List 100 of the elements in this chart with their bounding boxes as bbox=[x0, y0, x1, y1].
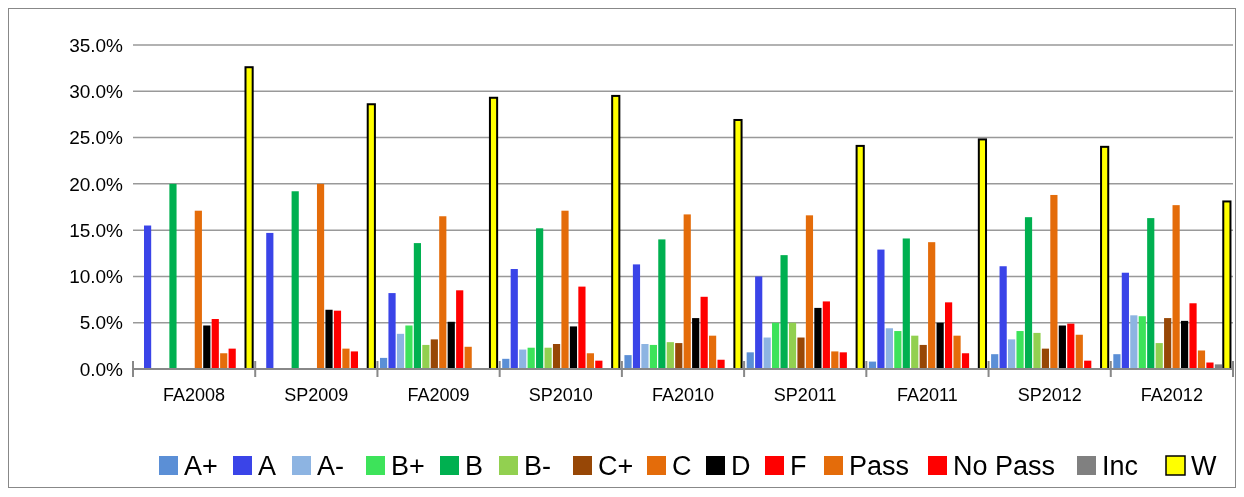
legend-label: A- bbox=[317, 451, 344, 482]
bar bbox=[1050, 194, 1058, 369]
bar bbox=[1147, 218, 1155, 369]
bar bbox=[422, 344, 430, 369]
legend-label: B bbox=[465, 451, 484, 482]
bar bbox=[977, 138, 988, 370]
bar bbox=[325, 309, 333, 369]
bar bbox=[632, 264, 641, 369]
x-tick-label: SP2009 bbox=[284, 385, 349, 405]
bar bbox=[1024, 217, 1033, 369]
bar bbox=[464, 346, 472, 369]
bar bbox=[1189, 303, 1197, 369]
bar bbox=[169, 183, 177, 369]
bar bbox=[578, 286, 586, 369]
bar bbox=[211, 319, 219, 369]
legend-label: Inc bbox=[1102, 451, 1139, 482]
bar bbox=[519, 349, 527, 369]
legend-label: W bbox=[1191, 451, 1217, 482]
bar bbox=[1172, 205, 1180, 369]
bar bbox=[641, 344, 649, 369]
bar bbox=[1121, 272, 1129, 369]
legend-label: C bbox=[672, 451, 692, 482]
bar bbox=[1041, 348, 1050, 369]
bar bbox=[203, 325, 211, 369]
bar bbox=[447, 321, 455, 369]
bar bbox=[839, 352, 847, 369]
bar bbox=[1100, 145, 1110, 370]
bar bbox=[413, 243, 421, 369]
bar bbox=[405, 325, 413, 369]
bar bbox=[797, 337, 805, 369]
bar bbox=[692, 318, 700, 369]
bar bbox=[928, 242, 936, 369]
bar bbox=[945, 302, 953, 369]
bar bbox=[388, 293, 396, 369]
bar bbox=[586, 353, 594, 369]
bar bbox=[194, 210, 202, 369]
y-tick-label: 0.0% bbox=[79, 358, 124, 380]
bar bbox=[316, 183, 325, 369]
bar bbox=[1155, 343, 1163, 369]
bar bbox=[911, 335, 919, 369]
legend-label: No Pass bbox=[953, 451, 1056, 482]
bar bbox=[1033, 332, 1041, 369]
bar bbox=[649, 344, 657, 369]
bar bbox=[1008, 339, 1016, 369]
bar bbox=[220, 353, 228, 369]
bar bbox=[780, 255, 788, 369]
y-tick-label: 15.0% bbox=[69, 219, 124, 241]
bar bbox=[919, 344, 927, 369]
bar bbox=[831, 351, 839, 369]
bar bbox=[733, 118, 743, 370]
x-tick-label: SP2011 bbox=[773, 385, 837, 405]
bar bbox=[552, 344, 561, 369]
bar bbox=[456, 290, 464, 369]
bar bbox=[885, 328, 893, 369]
bar bbox=[1138, 316, 1146, 369]
y-tick-label: 5.0% bbox=[79, 312, 124, 334]
bar bbox=[1058, 325, 1066, 369]
bar bbox=[1164, 318, 1172, 369]
bar bbox=[144, 225, 152, 369]
x-tick-label: FA2009 bbox=[407, 385, 470, 405]
bar bbox=[350, 351, 358, 369]
legend-label: F bbox=[790, 451, 807, 482]
bar bbox=[855, 144, 865, 370]
bar bbox=[666, 342, 674, 369]
y-tick-label: 10.0% bbox=[69, 266, 124, 288]
bar bbox=[902, 238, 910, 369]
x-tick-label: FA2008 bbox=[163, 385, 226, 405]
bar bbox=[510, 269, 518, 369]
bar bbox=[814, 307, 822, 369]
bar bbox=[1067, 323, 1075, 369]
bar bbox=[624, 355, 632, 369]
bar bbox=[291, 191, 299, 369]
y-tick-label: 35.0% bbox=[69, 34, 124, 56]
bar bbox=[746, 352, 754, 369]
legend-label: D bbox=[731, 451, 751, 482]
bar bbox=[1222, 200, 1232, 370]
bar bbox=[953, 335, 961, 369]
legend-label: B- bbox=[524, 451, 551, 482]
bar bbox=[1016, 331, 1024, 369]
bar bbox=[709, 335, 717, 369]
bar bbox=[1180, 320, 1189, 369]
bar bbox=[244, 66, 254, 370]
x-tick-label: SP2012 bbox=[1017, 385, 1082, 405]
bar bbox=[961, 353, 970, 369]
bar bbox=[611, 94, 621, 370]
bar bbox=[755, 276, 763, 369]
bar bbox=[658, 239, 666, 369]
bar bbox=[527, 347, 535, 369]
bar bbox=[717, 359, 725, 369]
bar bbox=[544, 347, 552, 369]
bar bbox=[936, 322, 944, 369]
legend-label: A+ bbox=[184, 451, 218, 482]
bar bbox=[877, 249, 885, 369]
bar bbox=[333, 310, 342, 369]
legend-label: C+ bbox=[598, 451, 634, 482]
y-tick-label: 30.0% bbox=[69, 80, 124, 102]
bar bbox=[763, 337, 771, 369]
y-tick-label: 25.0% bbox=[69, 127, 124, 149]
legend-label: B+ bbox=[391, 451, 425, 482]
x-tick-label: FA2011 bbox=[897, 385, 958, 405]
